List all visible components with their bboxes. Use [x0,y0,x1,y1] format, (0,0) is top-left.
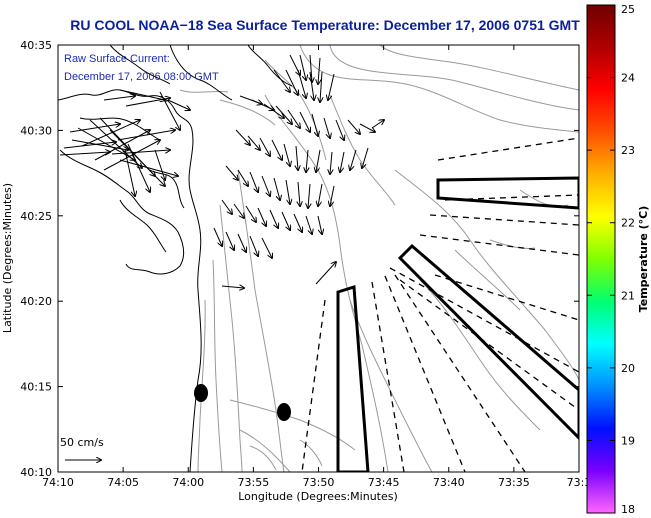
y-axis-ticks: 40:35 40:30 40:25 40:20 40:15 40:10 [20,39,579,479]
current-vector-arrows [59,89,190,196]
y-tick-label: 40:30 [20,124,52,137]
x-tick-label: 74:10 [42,476,74,489]
colorbar-gradient [586,4,616,514]
y-tick-label: 40:15 [20,381,52,394]
map-title: RU COOL NOAA−18 Sea Surface Temperature:… [70,17,580,33]
x-tick-label: 73:40 [433,476,465,489]
colorbar-tick-label: 18 [621,503,635,516]
coastline [58,45,293,472]
x-axis-ticks: 74:10 74:05 74:00 73:55 73:50 73:45 73:40 73:35… [42,45,591,489]
y-axis-label: Latitude (Degrees:Minutes) [1,183,14,333]
bathymetry-contours [179,45,579,472]
x-tick-label: 73:45 [368,476,400,489]
colorbar-tick-label: 19 [621,434,635,447]
colorbar-label: Temperature (°C) [637,206,650,313]
temperature-colorbar: 25 24 23 22 21 20 19 18 Temperature (°C) [586,3,650,516]
scale-label: 50 cm/s [60,436,104,449]
x-tick-label: 74:00 [172,476,204,489]
current-vector-arrows-offshore [213,54,384,288]
transect-boxes [336,176,579,472]
colorbar-tick-label: 22 [621,217,635,230]
x-tick-label: 74:05 [107,476,139,489]
buoy-marker-icon [277,403,291,421]
colorbar-tick-label: 20 [621,362,635,375]
y-tick-label: 40:10 [20,466,52,479]
y-tick-label: 40:20 [20,295,52,308]
y-tick-label: 40:25 [20,210,52,223]
x-tick-label: 73:55 [238,476,270,489]
colorbar-tick-label: 21 [621,289,635,302]
colorbar-tick-label: 23 [621,144,635,157]
x-tick-label: 73:50 [303,476,335,489]
buoy-marker-icon [194,384,208,402]
plot-background [58,45,579,472]
x-tick-label: 73:3 [567,476,592,489]
map-plot-area: Raw Surface Current: December 17, 2006 0… [1,39,591,503]
dashed-radial-lines [301,137,579,472]
x-tick-label: 73:35 [498,476,530,489]
y-tick-label: 40:35 [20,39,52,52]
current-annotation-date: December 17, 2006 08:00 GMT [64,71,219,83]
colorbar-tick-label: 24 [621,72,635,85]
colorbar-ticks: 25 24 23 22 21 20 19 18 [587,3,635,516]
x-axis-label: Longitude (Degrees:Minutes) [238,490,398,503]
colorbar-tick-label: 25 [621,3,635,16]
current-annotation-title: Raw Surface Current: [64,53,170,65]
